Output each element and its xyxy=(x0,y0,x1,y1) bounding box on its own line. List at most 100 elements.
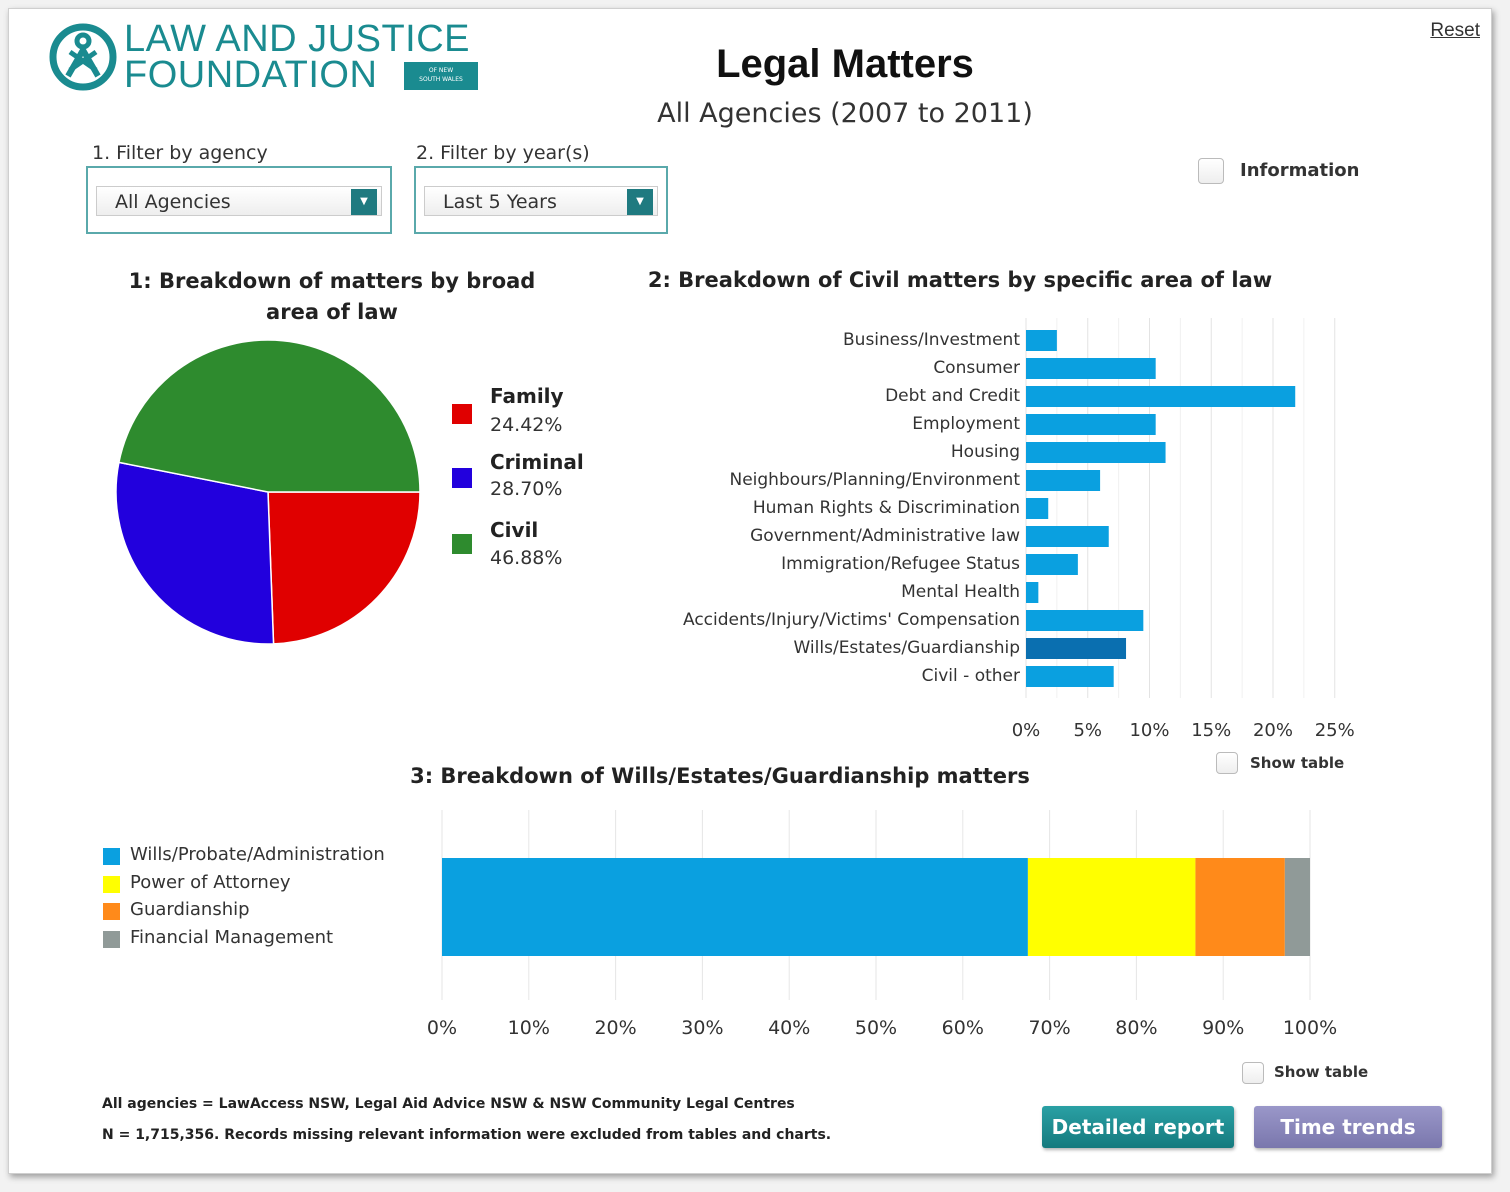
legend-pct-family: 24.42% xyxy=(490,414,563,436)
bar-label: Consumer xyxy=(933,358,1020,378)
bar-debt-and-credit[interactable] xyxy=(1026,386,1296,407)
civil-bar-chart: 0% 5% 10% 15% 20% 25% xyxy=(1012,318,1355,741)
pie-slice-family[interactable] xyxy=(267,491,421,645)
x-tick-label: 10% xyxy=(508,1017,550,1039)
stacked-segment-guardianship[interactable] xyxy=(1195,858,1285,956)
x-tick-label: 0% xyxy=(427,1017,457,1039)
stacked-segment-wills-probate-administration[interactable] xyxy=(442,858,1028,956)
x-tick-label: 20% xyxy=(594,1017,636,1039)
pie-chart-title: 1: Breakdown of matters by broad area of… xyxy=(128,269,536,324)
years-filter-box: Last 5 Years ▼ xyxy=(414,166,668,234)
x-tick-label: 25% xyxy=(1315,720,1355,741)
show-table-checkbox-civil[interactable] xyxy=(1216,752,1238,774)
civil-bar-chart-title: 2: Breakdown of Civil matters by specifi… xyxy=(647,268,1273,292)
legend-swatch-financial-management xyxy=(103,931,120,948)
legend-swatch-civil xyxy=(452,534,472,554)
bar-neighbours-planning-environment[interactable] xyxy=(1026,470,1101,491)
bar-label: Human Rights & Discrimination xyxy=(752,498,1020,518)
pie-slice-criminal[interactable] xyxy=(115,461,275,645)
x-tick-label: 30% xyxy=(681,1017,723,1039)
x-tick-label: 5% xyxy=(1073,720,1102,741)
show-table-label-wills: Show table xyxy=(1274,1063,1369,1081)
x-tick-label: 15% xyxy=(1191,720,1231,741)
bar-immigration-refugee-status[interactable] xyxy=(1026,554,1078,575)
bar-employment[interactable] xyxy=(1026,414,1156,435)
logo-badge-line2: SOUTH WALES xyxy=(419,76,463,83)
wills-bar-chart-title: 3: Breakdown of Wills/Estates/Guardiansh… xyxy=(410,764,1030,788)
logo-badge-line1: OF NEW xyxy=(428,67,454,74)
bar-label: Debt and Credit xyxy=(885,386,1020,406)
bar-government-administrative-law[interactable] xyxy=(1026,526,1109,547)
stacked-segment-financial-management[interactable] xyxy=(1284,858,1310,956)
x-tick-label: 10% xyxy=(1129,720,1169,741)
x-tick-label: 50% xyxy=(855,1017,897,1039)
bar-label: Business/Investment xyxy=(843,330,1020,350)
x-tick-label: 70% xyxy=(1028,1017,1070,1039)
legend-name-family: Family xyxy=(490,384,564,408)
legend-pct-criminal: 28.70% xyxy=(490,478,563,500)
legend-swatch-power-of-attorney xyxy=(103,876,120,893)
bar-label: Employment xyxy=(912,414,1020,434)
years-select-value: Last 5 Years xyxy=(443,191,557,213)
bar-housing[interactable] xyxy=(1026,442,1166,463)
legend-name-civil: Civil xyxy=(490,518,539,542)
legend-label-financial-management: Financial Management xyxy=(130,927,334,948)
information-label: Information xyxy=(1240,160,1360,181)
legend-swatch-family xyxy=(452,404,472,424)
information-checkbox[interactable] xyxy=(1198,158,1224,184)
bar-consumer[interactable] xyxy=(1026,358,1156,379)
years-filter-label: 2. Filter by year(s) xyxy=(416,142,590,164)
detailed-report-button[interactable]: Detailed report xyxy=(1042,1106,1234,1148)
bar-label: Accidents/Injury/Victims' Compensation xyxy=(683,610,1020,630)
x-tick-label: 20% xyxy=(1253,720,1293,741)
agency-select-value: All Agencies xyxy=(115,191,231,213)
bar-business-investment[interactable] xyxy=(1026,330,1057,351)
show-table-checkbox-wills[interactable] xyxy=(1242,1062,1264,1084)
reset-link[interactable]: Reset xyxy=(1430,20,1480,41)
legend-swatch-wills xyxy=(103,848,120,865)
bar-label: Mental Health xyxy=(901,582,1020,602)
legend-name-criminal: Criminal xyxy=(490,450,584,474)
bar-civil-other[interactable] xyxy=(1026,666,1114,687)
x-tick-label: 90% xyxy=(1202,1017,1244,1039)
footnote-agencies: All agencies = LawAccess NSW, Legal Aid … xyxy=(102,1096,795,1112)
agency-filter-box: All Agencies ▼ xyxy=(86,166,392,234)
chevron-down-icon[interactable]: ▼ xyxy=(627,189,653,215)
pie-chart xyxy=(115,339,421,645)
logo-badge: OF NEW SOUTH WALES xyxy=(404,62,478,90)
legend-label-wills: Wills/Probate/Administration xyxy=(130,844,385,865)
bar-wills-estates-guardianship[interactable] xyxy=(1026,638,1127,659)
x-tick-label: 0% xyxy=(1012,720,1041,741)
legend-swatch-guardianship xyxy=(103,903,120,920)
bar-label: Government/Administrative law xyxy=(750,526,1020,546)
legend-pct-civil: 46.88% xyxy=(490,547,563,569)
page-title: Legal Matters xyxy=(716,42,974,86)
logo-text-line1: LAW AND JUSTICE xyxy=(124,18,471,60)
show-table-label-civil: Show table xyxy=(1250,754,1345,772)
stacked-segment-power-of-attorney[interactable] xyxy=(1027,858,1196,956)
logo-text-line2: FOUNDATION xyxy=(124,54,378,96)
wills-stacked-bar-chart: 0% 10% 20% 30% 40% 50% 60% 70% 80% 90% 100% xyxy=(427,810,1337,1039)
x-tick-label: 80% xyxy=(1115,1017,1157,1039)
time-trends-button[interactable]: Time trends xyxy=(1254,1106,1442,1148)
years-select[interactable]: Last 5 Years ▼ xyxy=(424,186,658,216)
bar-accidents-injury-victims-compensation[interactable] xyxy=(1026,610,1144,631)
pie-slice-civil[interactable] xyxy=(118,339,421,493)
footnote-sample-size: N = 1,715,356. Records missing relevant … xyxy=(102,1127,832,1143)
bar-label: Immigration/Refugee Status xyxy=(781,554,1020,574)
bar-label: Neighbours/Planning/Environment xyxy=(729,470,1020,490)
x-tick-label: 100% xyxy=(1283,1017,1337,1039)
bar-label: Civil - other xyxy=(921,666,1020,686)
agency-select[interactable]: All Agencies ▼ xyxy=(96,186,382,216)
foundation-logo-icon xyxy=(49,23,117,91)
chevron-down-icon[interactable]: ▼ xyxy=(351,189,377,215)
bar-label: Housing xyxy=(950,442,1020,462)
legend-label-power-of-attorney: Power of Attorney xyxy=(130,872,291,893)
legend-label-guardianship: Guardianship xyxy=(130,899,250,920)
x-tick-label: 60% xyxy=(942,1017,984,1039)
bar-human-rights-discrimination[interactable] xyxy=(1026,498,1049,519)
legend-swatch-criminal xyxy=(452,468,472,488)
bar-mental-health[interactable] xyxy=(1026,582,1039,603)
page-subtitle: All Agencies (2007 to 2011) xyxy=(657,98,1033,129)
x-tick-label: 40% xyxy=(768,1017,810,1039)
